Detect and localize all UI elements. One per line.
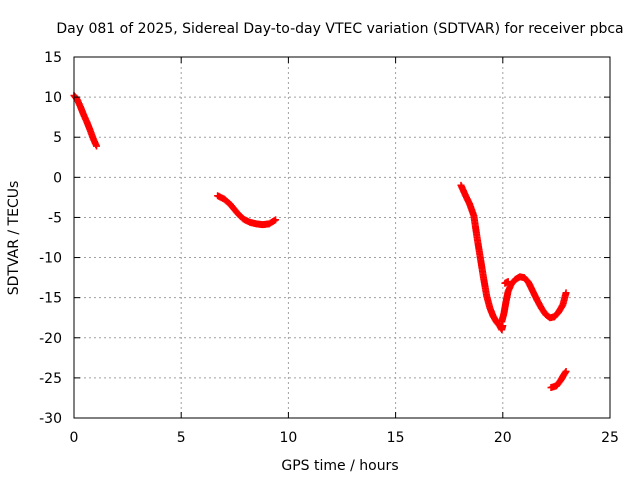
data-point [562,289,570,297]
x-tick-label: 25 [601,430,619,446]
x-tick-label: 15 [387,430,405,446]
y-axis-label: SDTVAR / TECUs [6,181,22,296]
x-tick-label: 5 [177,430,186,446]
y-tick-label: 15 [44,50,62,66]
x-axis-label: GPS time / hours [281,458,398,474]
data-segment [457,181,507,334]
data-point [93,142,101,150]
x-tick-label: 0 [70,430,79,446]
x-tick-label: 10 [279,430,297,446]
y-tick-label: 5 [53,130,62,146]
data-segment [547,367,570,392]
y-tick-label: -10 [39,251,62,267]
plot-frame [73,56,611,419]
data-segment [501,278,512,287]
y-tick-label: -30 [39,411,62,427]
y-tick-label: -15 [39,291,62,307]
y-tick-label: -20 [39,331,62,347]
chart-title: Day 081 of 2025, Sidereal Day-to-day VTE… [56,21,623,37]
y-tick-label: 0 [53,170,62,186]
y-tick-label: 10 [44,90,62,106]
y-tick-label: -25 [39,371,62,387]
x-tick-label: 20 [494,430,512,446]
axis-ticks: 0 5 10 15 20 25 15 10 5 0 -5 -10 -15 -20 -25 -30 [39,50,619,446]
data-point [504,278,512,286]
data-segment [498,273,570,326]
y-tick-label: -5 [48,210,62,226]
data-points [70,92,570,392]
data-point [562,367,570,375]
data-segment [70,92,101,150]
data-segment [214,192,280,229]
data-point [272,216,280,224]
data-point [270,217,278,225]
grid-lines [74,57,610,418]
